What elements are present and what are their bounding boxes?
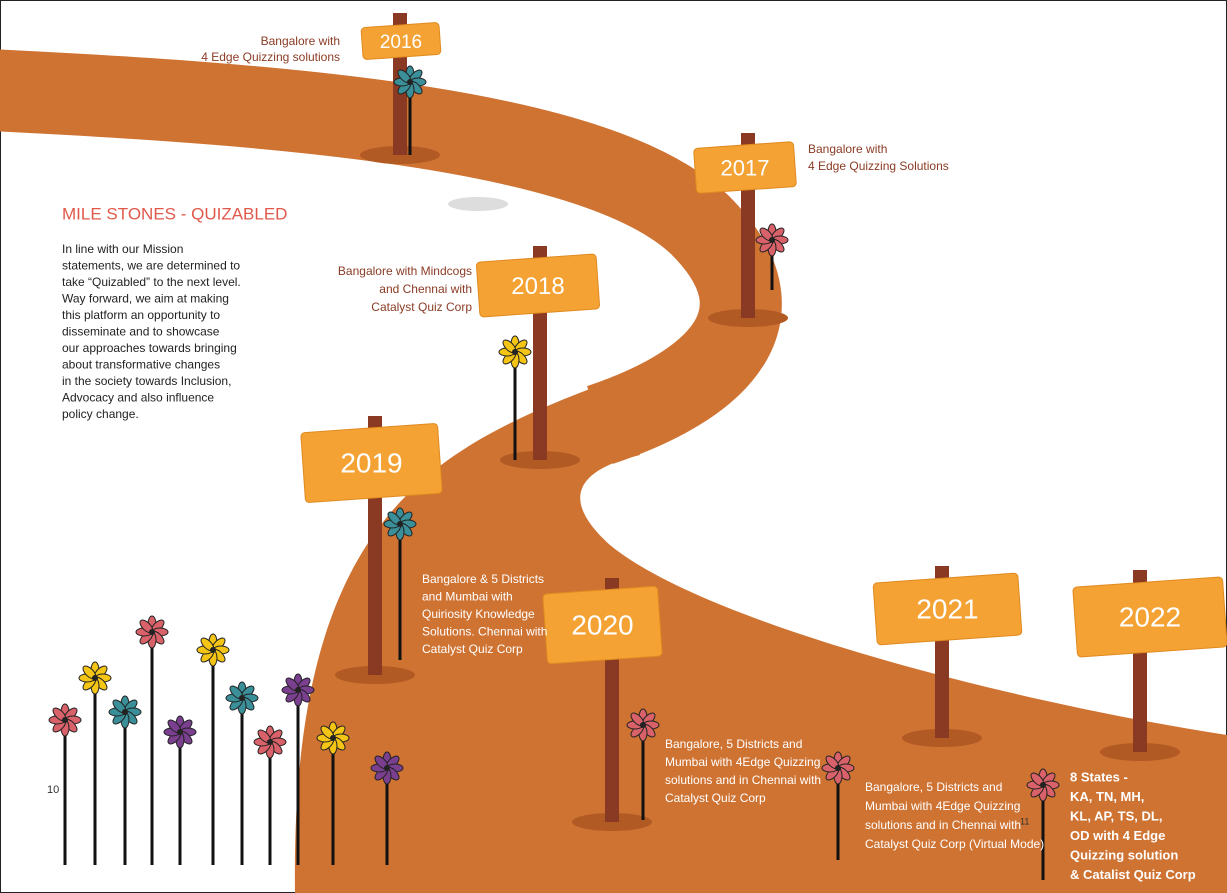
- intro-line: statements, we are determined to: [62, 259, 240, 273]
- flower-center: [267, 739, 273, 745]
- flower-center: [1040, 782, 1046, 788]
- milestone-line: Catalyst Quiz Corp: [371, 300, 472, 314]
- milestone-line: KL, AP, TS, DL,: [1070, 808, 1162, 823]
- intro-line: our approaches towards bringing: [62, 341, 237, 355]
- intro-line: disseminate and to showcase: [62, 325, 220, 339]
- flower-center: [835, 765, 841, 771]
- flower-center: [769, 237, 775, 243]
- flower-center: [384, 765, 390, 771]
- milestone-line: Bangalore & 5 Districts: [422, 572, 544, 586]
- intro-line: this platform an opportunity to: [62, 308, 220, 322]
- intro: In line with our Mission statements, we a…: [62, 242, 241, 421]
- milestone-line: and Chennai with: [379, 282, 472, 296]
- intro-line: Advocacy and also influence: [62, 391, 214, 405]
- flower-center: [330, 735, 336, 741]
- flower-center: [149, 629, 155, 635]
- intro-line: Way forward, we aim at making: [62, 292, 229, 306]
- page-number: 10: [47, 784, 59, 796]
- page: 2016 2017 2018 2019 2020 2021 2022 MILE STONES…: [0, 0, 1227, 893]
- milestone-line: KA, TN, MH,: [1070, 789, 1144, 804]
- milestone-line: Bangalore, 5 Districts and: [665, 737, 802, 751]
- milestone-line: Bangalore with: [261, 34, 340, 48]
- year: 2018: [511, 273, 564, 300]
- page-number: 11: [1020, 816, 1029, 826]
- flower-center: [177, 729, 183, 735]
- milestone-line: Catalyst Quiz Corp (Virtual Mode): [865, 837, 1044, 851]
- flower-center: [512, 349, 518, 355]
- intro-line: in the society towards Inclusion,: [62, 374, 231, 388]
- year: 2019: [340, 447, 402, 478]
- milestone-line: OD with 4 Edge: [1070, 828, 1165, 843]
- milestone-line: 8 States -: [1070, 769, 1128, 784]
- milestone-line: solutions and in Chennai with: [665, 773, 821, 787]
- flower-center: [92, 675, 98, 681]
- flower-center: [239, 695, 245, 701]
- flower-center: [397, 521, 403, 527]
- milestone-line: Mumbai with 4Edge Quizzing: [665, 755, 820, 769]
- intro-line: policy change.: [62, 407, 139, 421]
- year: 2022: [1119, 601, 1181, 632]
- flower-center: [62, 717, 68, 723]
- intro-line: take “Quizabled” to the next level.: [62, 275, 241, 289]
- milestone-line: Mumbai with 4Edge Quizzing: [865, 799, 1020, 813]
- milestone-line: solutions and in Chennai with: [865, 818, 1021, 832]
- milestone-line: Catalyst Quiz Corp: [422, 642, 523, 656]
- year: 2021: [916, 593, 978, 624]
- intro-line: In line with our Mission: [62, 242, 183, 256]
- flower-center: [407, 79, 413, 85]
- flower-center: [640, 722, 646, 728]
- heading: MILE STONES - QUIZABLED: [62, 204, 287, 223]
- flower-center: [122, 709, 128, 715]
- milestone-line: Catalyst Quiz Corp: [665, 791, 766, 805]
- milestone-line: & Catalist Quiz Corp: [1070, 867, 1196, 882]
- intro-line: about transformative changes: [62, 358, 220, 372]
- year: 2020: [571, 609, 633, 640]
- flower-center: [210, 647, 216, 653]
- milestone-line: Solutions. Chennai with: [422, 625, 547, 639]
- milestone-line: 4 Edge Quizzing Solutions: [808, 159, 949, 173]
- milestone-line: Quiriosity Knowledge: [422, 607, 535, 621]
- year: 2017: [721, 155, 770, 180]
- milestone-line: Quizzing solution: [1070, 847, 1178, 862]
- flower-center: [295, 687, 301, 693]
- milestone-line: Bangalore with Mindcogs: [338, 264, 472, 278]
- milestone-line: 4 Edge Quizzing solutions: [201, 50, 340, 64]
- milestone-line: and Mumbai with: [422, 590, 513, 604]
- year: 2016: [380, 32, 422, 53]
- milestone-line: Bangalore with: [808, 142, 887, 156]
- stone: [448, 197, 508, 211]
- milestone-line: Bangalore, 5 Districts and: [865, 780, 1002, 794]
